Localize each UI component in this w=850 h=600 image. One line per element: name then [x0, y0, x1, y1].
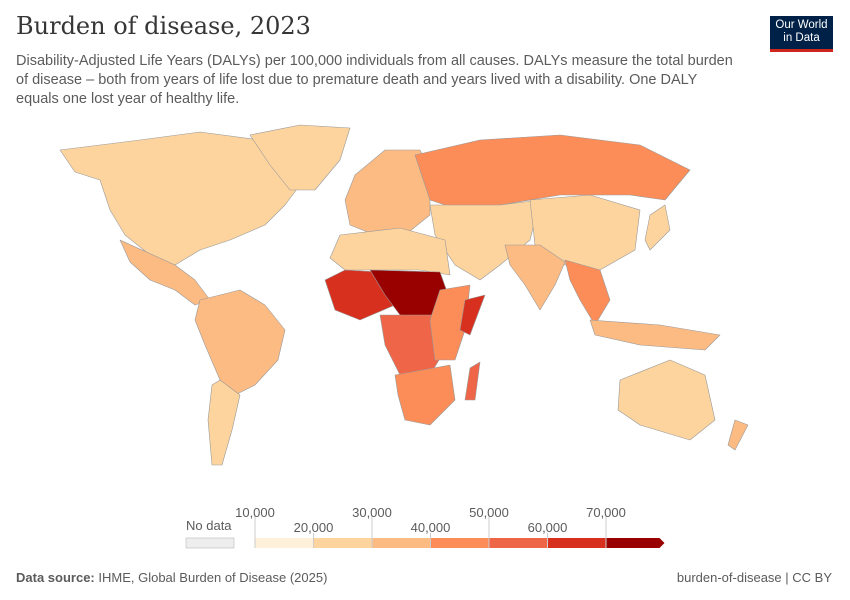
source-text[interactable]: IHME, Global Burden of Disease (2025) [98, 570, 328, 585]
region-east-africa[interactable] [429, 284, 471, 361]
data-source: Data source: IHME, Global Burden of Dise… [16, 570, 327, 585]
legend-tick-label: 10,000 [235, 505, 275, 520]
region-southern-cone[interactable] [207, 379, 241, 466]
region-south-america[interactable] [194, 289, 286, 396]
legend-no-data-swatch [185, 537, 235, 549]
footer-slug[interactable]: burden-of-disease | CC BY [676, 570, 832, 585]
legend-bin[interactable] [489, 538, 548, 548]
legend-tick-label: 20,000 [294, 520, 334, 535]
region-central-america[interactable] [119, 239, 211, 306]
legend-bin[interactable] [606, 538, 665, 548]
legend-bin[interactable] [430, 538, 490, 548]
source-label: Data source: [16, 570, 95, 585]
region-europe[interactable] [344, 149, 431, 236]
region-somalia[interactable] [459, 294, 486, 336]
region-south-asia[interactable] [504, 244, 566, 311]
region-southern-africa[interactable] [394, 364, 456, 426]
region-north-africa[interactable] [329, 227, 451, 276]
legend-bin[interactable] [547, 538, 607, 548]
legend-tick-label: 70,000 [586, 505, 626, 520]
logo-line2: in Data [783, 32, 820, 44]
legend-bin[interactable] [313, 538, 373, 548]
region-indonesia[interactable] [589, 319, 721, 351]
legend-tick-label: 50,000 [469, 505, 509, 520]
legend-bin[interactable] [255, 538, 314, 548]
logo-line1: Our World [775, 19, 828, 31]
legend-tick-label: 30,000 [352, 505, 392, 520]
owid-logo[interactable]: Our World in Data [770, 16, 833, 52]
chart-title: Burden of disease, 2023 [16, 12, 311, 40]
chart-subtitle: Disability-Adjusted Life Years (DALYs) p… [16, 53, 733, 107]
region-australia[interactable] [617, 359, 716, 441]
world-map: No data 10,000 20,000 30,000 40,000 50,000 60… [59, 124, 749, 549]
region-greenland[interactable] [249, 124, 351, 191]
legend-tick-label: 60,000 [528, 520, 568, 535]
legend-bin[interactable] [372, 538, 431, 548]
legend-tick-label: 40,000 [411, 520, 451, 535]
region-japan[interactable] [644, 204, 671, 251]
legend: No data 10,000 20,000 30,000 40,000 50,000 60… [185, 505, 665, 549]
region-southeast-asia[interactable] [564, 259, 611, 326]
region-north-america[interactable] [59, 131, 331, 266]
legend-no-data-label: No data [186, 518, 232, 533]
region-madagascar[interactable] [464, 361, 481, 401]
region-new-zealand[interactable] [727, 419, 749, 451]
